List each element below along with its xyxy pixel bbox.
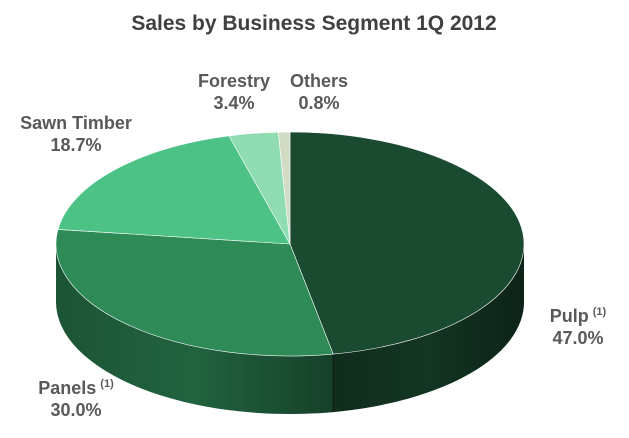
slice-pulp	[289, 131, 525, 355]
pie-depth	[56, 244, 525, 415]
slice-value-others: 0.8%	[298, 93, 339, 113]
slice-side-shade-pulp	[333, 244, 525, 413]
slice-label-forestry: Forestry	[198, 71, 270, 91]
slice-label-pulp: Pulp (1)	[550, 306, 607, 326]
slice-side-shade-panels	[56, 244, 334, 415]
slice-value-sawn-timber: 18.7%	[50, 135, 101, 155]
slice-label-others: Others	[290, 71, 348, 91]
slice-label-panels: Panels (1)	[38, 378, 114, 398]
slice-value-pulp: 47.0%	[552, 328, 603, 348]
slice-sawn-timber	[57, 135, 291, 245]
slice-footnote-pulp: (1)	[593, 306, 607, 318]
slice-value-forestry: 3.4%	[213, 93, 254, 113]
slice-label-sawn-timber: Sawn Timber	[20, 113, 132, 133]
pie-slices	[55, 131, 525, 357]
slice-value-panels: 30.0%	[50, 400, 101, 420]
slice-others	[277, 131, 291, 245]
slice-panels	[55, 229, 334, 357]
slice-footnote-panels: (1)	[100, 378, 114, 390]
chart-title: Sales by Business Segment 1Q 2012	[131, 12, 496, 35]
